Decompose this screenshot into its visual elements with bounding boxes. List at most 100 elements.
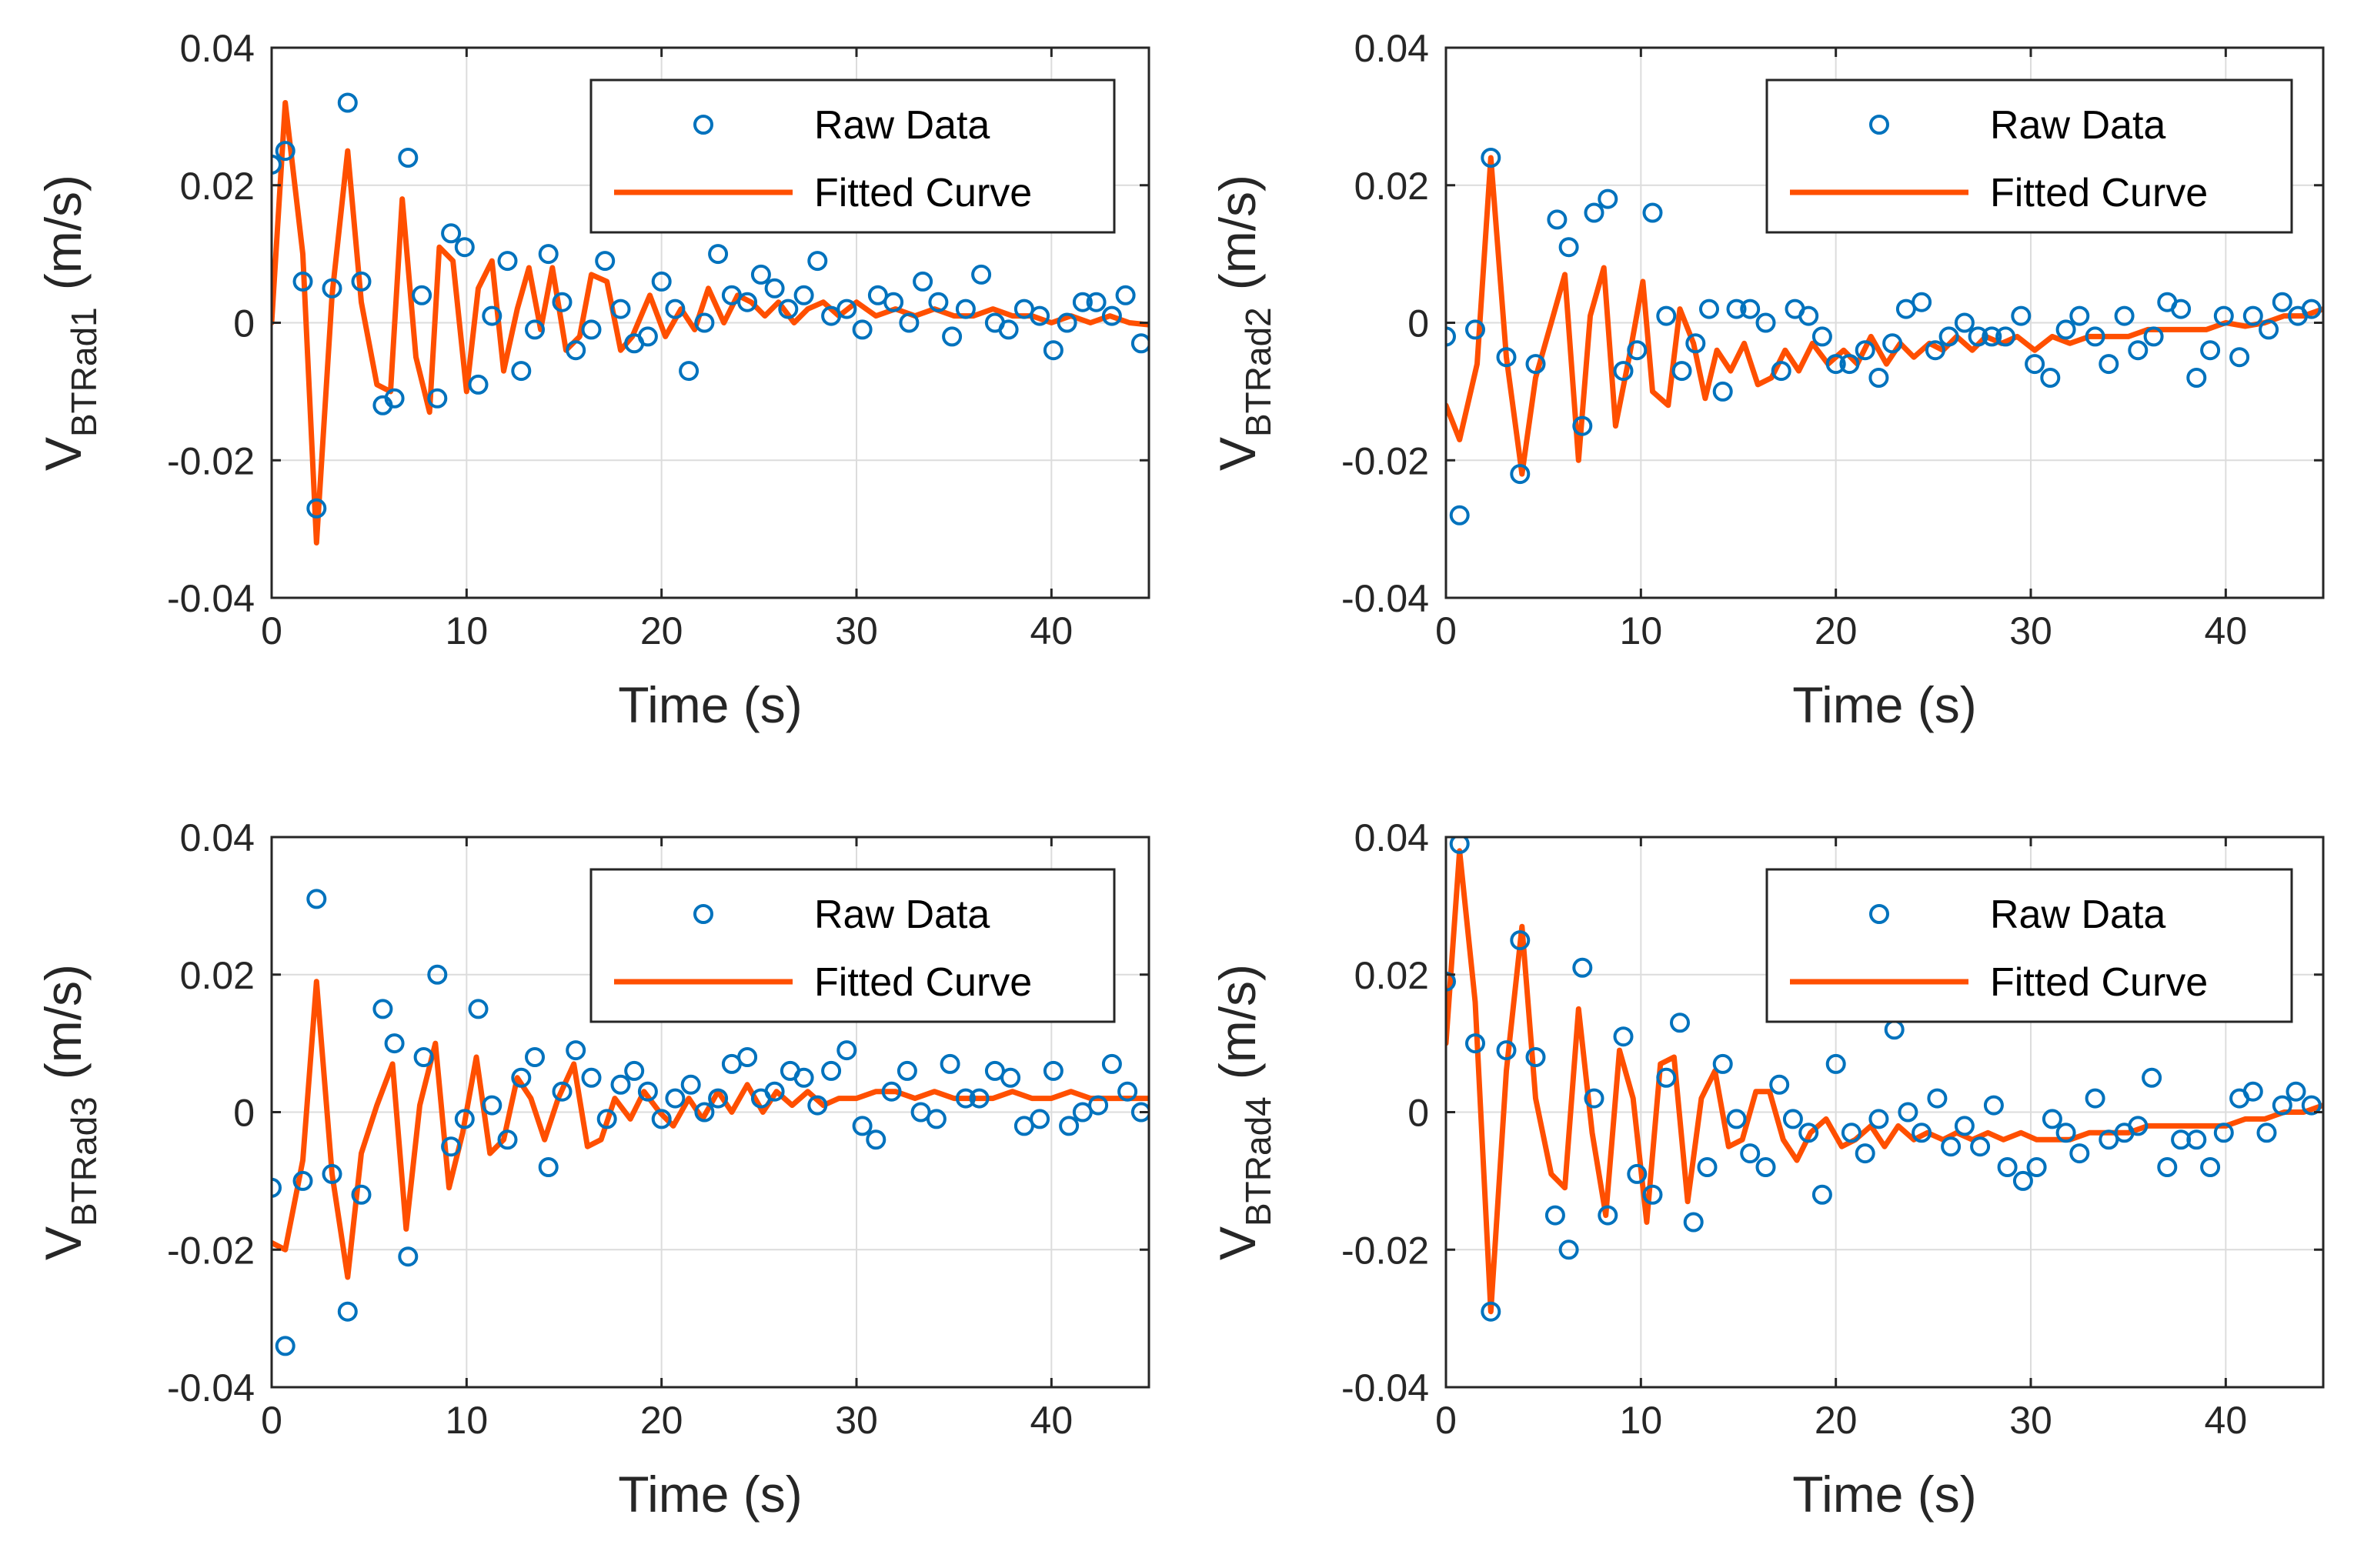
raw-data-point — [1613, 1026, 1634, 1047]
raw-data-point — [1547, 209, 1568, 230]
raw-data-point — [2069, 1143, 2090, 1164]
y-axis-label-subscript: BTRad2 — [1238, 307, 1278, 437]
y-axis-label: VBTRad3 (m/s) — [35, 964, 104, 1260]
raw-data-point — [2069, 305, 2090, 326]
raw-data-point — [1057, 312, 1077, 333]
raw-data-point — [940, 1053, 960, 1074]
raw-data-point — [595, 251, 616, 272]
x-axis-label: Time (s) — [1792, 676, 1977, 733]
panel-btrad3: 0 10 20 30 40 0.04 0.02 0 -0.02 -0.04 Time (s) VBTR… — [35, 816, 1150, 1523]
raw-data-point — [651, 1109, 672, 1129]
raw-data-point — [793, 1067, 814, 1088]
raw-data-point — [1755, 1157, 1776, 1177]
x-tick-label: 10 — [1620, 1399, 1663, 1442]
raw-data-point — [398, 148, 419, 168]
raw-data-point — [2142, 1067, 2162, 1088]
raw-data-point — [708, 244, 729, 265]
raw-data-point — [412, 285, 432, 305]
raw-data-point — [1898, 1102, 1918, 1123]
y-axis-label-main: V — [35, 437, 92, 471]
raw-data-point — [624, 1060, 645, 1081]
y-axis-label-subscript: BTRad3 — [64, 1096, 104, 1226]
raw-data-point — [1510, 930, 1531, 951]
raw-data-point — [427, 964, 448, 985]
legend-fit-label: Fitted Curve — [814, 960, 1032, 1005]
legend-raw-marker — [1869, 115, 1889, 135]
raw-data-point — [680, 1074, 701, 1095]
raw-data-point — [1510, 464, 1531, 485]
raw-data-point — [1558, 1239, 1579, 1260]
raw-data-point — [581, 1067, 602, 1088]
raw-data-point — [1481, 1301, 1501, 1322]
legend-raw-marker — [693, 115, 713, 135]
x-tick-label: 10 — [446, 609, 489, 652]
raw-data-point — [2213, 1123, 2234, 1143]
y-tick-label: -0.02 — [1341, 439, 1429, 482]
raw-data-point — [427, 388, 448, 409]
x-axis-label: Time (s) — [618, 676, 803, 733]
raw-data-point — [926, 1109, 947, 1129]
raw-data-point — [1839, 354, 1860, 375]
raw-data-point — [1954, 1116, 1975, 1136]
raw-data-point — [1446, 326, 1456, 347]
raw-data-point — [351, 271, 372, 292]
raw-data-point — [1043, 340, 1063, 361]
raw-data-point — [1811, 1184, 1832, 1205]
raw-data-point — [778, 299, 799, 319]
raw-data-point — [292, 1170, 313, 1191]
panel-btrad1: 0 10 20 30 40 0.04 0.02 0 -0.02 -0.04 Time (s) VBTR… — [35, 27, 1150, 733]
y-axis-label: VBTRad1 (m/s) — [35, 175, 104, 471]
raw-data-point — [482, 305, 503, 326]
raw-data-point — [1481, 148, 1501, 168]
raw-data-point — [2055, 1123, 2076, 1143]
y-tick-label: -0.04 — [1341, 1366, 1429, 1410]
y-axis-label-unit: (m/s) — [35, 964, 92, 1079]
x-tick-label: 0 — [261, 609, 282, 652]
raw-data-point — [552, 1081, 573, 1102]
raw-data-point — [497, 251, 518, 272]
y-tick-label: 0.04 — [180, 27, 255, 70]
raw-data-point — [1043, 1060, 1063, 1081]
y-tick-label: 0 — [233, 1092, 255, 1135]
x-tick-label: 30 — [2009, 1399, 2052, 1442]
raw-data-point — [272, 154, 282, 175]
y-axis-label-unit: (m/s) — [35, 175, 92, 290]
raw-data-point — [2025, 354, 2045, 375]
raw-data-point — [836, 299, 857, 319]
raw-data-point — [665, 1088, 686, 1109]
raw-data-point — [275, 141, 296, 162]
legend-box — [589, 868, 1116, 1023]
raw-data-point — [665, 299, 686, 319]
raw-data-point — [306, 889, 327, 909]
x-tick-label: 20 — [640, 609, 683, 652]
raw-data-point — [1685, 333, 1706, 354]
raw-data-point — [1997, 1157, 2018, 1177]
raw-data-point — [821, 1060, 842, 1081]
raw-data-point — [2171, 299, 2192, 319]
raw-data-point — [441, 1136, 462, 1157]
raw-data-point — [482, 1095, 503, 1116]
raw-data-point — [1598, 188, 1618, 209]
series-group — [272, 92, 1149, 545]
raw-data-point — [852, 319, 873, 340]
raw-data-point — [2272, 1095, 2292, 1116]
x-tick-label: 40 — [1030, 609, 1073, 652]
y-tick-label: -0.04 — [1341, 577, 1429, 620]
raw-data-point — [511, 361, 532, 382]
y-axis-label-unit: (m/s) — [1209, 175, 1266, 290]
series-group — [272, 889, 1149, 1356]
raw-data-point — [1656, 1067, 1677, 1088]
raw-data-point — [764, 1081, 785, 1102]
raw-data-point — [1525, 354, 1546, 375]
raw-data-point — [1925, 340, 1945, 361]
raw-data-point — [1115, 285, 1136, 305]
raw-data-point — [881, 1081, 902, 1102]
raw-data-point — [2259, 319, 2279, 340]
raw-data-point — [1726, 299, 1747, 319]
legend-raw-label: Raw Data — [1990, 103, 2165, 148]
raw-data-point — [2055, 319, 2076, 340]
raw-data-point — [1782, 1109, 1803, 1129]
x-tick-label: 20 — [1815, 1399, 1858, 1442]
y-tick-label: 0 — [1407, 302, 1429, 345]
y-tick-label: -0.04 — [167, 577, 255, 620]
